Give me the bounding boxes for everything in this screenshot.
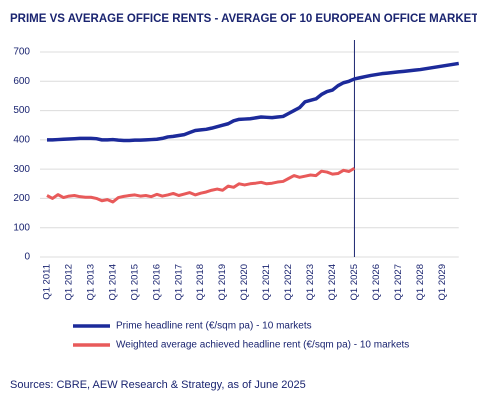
x-tick-label: Q1 2016 xyxy=(151,264,162,300)
x-tick-label: Q1 2022 xyxy=(283,264,294,300)
y-tick-label: 0 xyxy=(24,252,30,263)
x-tick-label: Q1 2025 xyxy=(349,264,360,300)
y-tick-label: 500 xyxy=(13,105,30,116)
y-tick-label: 400 xyxy=(13,134,30,145)
x-tick-label: Q1 2019 xyxy=(217,264,228,300)
y-tick-label: 200 xyxy=(13,193,30,204)
y-tick-label: 100 xyxy=(13,222,30,233)
x-tick-label: Q1 2014 xyxy=(107,264,118,300)
y-tick-label: 700 xyxy=(13,47,30,58)
x-tick-label: Q1 2028 xyxy=(415,264,426,300)
x-tick-label: Q1 2029 xyxy=(437,264,448,300)
x-tick-label: Q1 2015 xyxy=(129,264,140,300)
x-tick-label: Q1 2011 xyxy=(42,264,53,300)
x-tick-label: Q1 2023 xyxy=(305,264,316,300)
x-tick-label: Q1 2021 xyxy=(261,264,272,300)
legend-label: Weighted average achieved headline rent … xyxy=(116,340,409,351)
y-tick-label: 600 xyxy=(13,76,30,87)
x-tick-label: Q1 2013 xyxy=(85,264,96,300)
series-line xyxy=(46,166,356,204)
x-tick-label: Q1 2018 xyxy=(195,264,206,300)
x-tick-label: Q1 2012 xyxy=(63,264,74,300)
x-tick-label: Q1 2026 xyxy=(371,264,382,300)
x-tick-label: Q1 2020 xyxy=(239,264,250,300)
x-tick-label: Q1 2027 xyxy=(393,264,404,300)
x-tick-label: Q1 2024 xyxy=(327,264,338,300)
y-tick-label: 300 xyxy=(13,164,30,175)
x-tick-label: Q1 2017 xyxy=(173,264,184,300)
source: Sources: CBRE, AEW Research & Strategy, … xyxy=(10,379,306,391)
series-line xyxy=(47,61,460,143)
legend-label: Prime headline rent (€/sqm pa) - 10 mark… xyxy=(116,321,312,332)
chart-title: PRIME VS AVERAGE OFFICE RENTS - AVERAGE … xyxy=(10,13,477,25)
